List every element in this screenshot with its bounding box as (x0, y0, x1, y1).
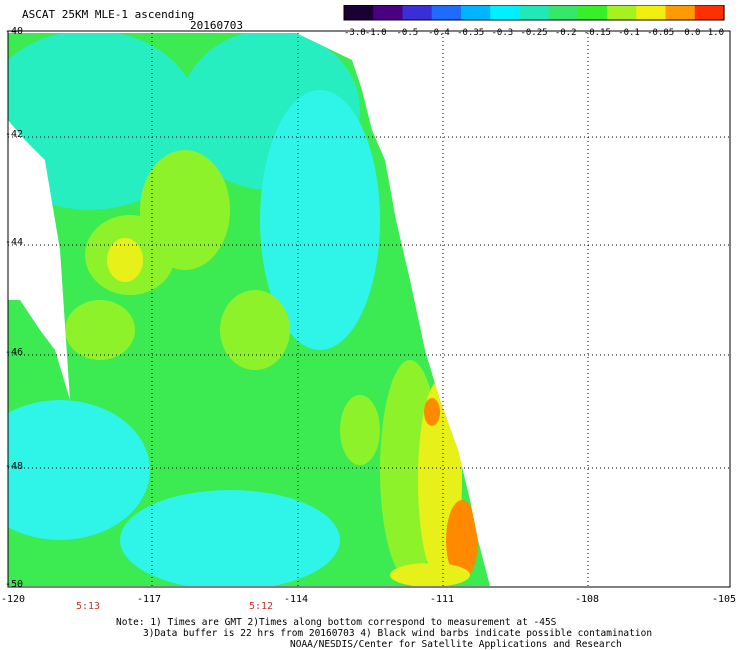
colorbar-tick-label: -0.25 (520, 28, 547, 37)
colorbar-swatch (636, 5, 667, 20)
note-line: 3)Data buffer is 22 hrs from 20160703 4)… (143, 628, 653, 639)
colorbar-tick-label: -0.1 (618, 28, 640, 37)
colorbar-graphic: -3.0 -1.0 -0.5 -0.4 -0.35 -0.3 -0.25 -0.2 -0.15-… (343, 4, 725, 38)
orange-region (446, 500, 478, 580)
x-tick-label: -120 (1, 594, 26, 605)
colorbar-swatch (607, 5, 637, 20)
colorbar-swatch (548, 5, 579, 20)
time-label: 5:13 (76, 601, 101, 612)
colorbar-swatch (577, 5, 608, 20)
time-label: 5:12 (249, 601, 274, 612)
colorbar-swatch (490, 5, 520, 20)
x-tick-label: -114 (284, 594, 309, 605)
x-tick-label: -111 (430, 594, 455, 605)
y-tick-label: -46 (5, 347, 24, 358)
colorbar-tick-label: 0.0 (684, 28, 700, 37)
colorbar-swatch (460, 5, 491, 20)
colorbar-swatch (665, 5, 696, 20)
colorbar: -3.0 -1.0 -0.5 -0.4 -0.35 -0.3 -0.25 -0.2 -0.15-… (342, 4, 726, 41)
colorbar-swatch (694, 5, 725, 20)
cyan-region (260, 90, 380, 350)
lime-region (140, 150, 230, 270)
colorbar-swatch (402, 5, 433, 20)
yellow-region (107, 238, 143, 282)
colorbar-tick-label: -3.0 (344, 28, 366, 37)
colorbar-tick-label: 1.0 (708, 28, 724, 37)
colorbar-tick-label: -0.15 (584, 28, 611, 37)
orange-region (424, 398, 440, 426)
colorbar-tick-label: -0.4 (428, 28, 450, 37)
note-line: NOAA/NESDIS/Center for Satellite Applica… (290, 639, 622, 650)
colorbar-swatch (373, 5, 404, 20)
y-tick-label: -42 (5, 129, 24, 140)
y-tick-label: -50 (5, 579, 24, 590)
colorbar-tick-label: -0.05 (647, 28, 674, 37)
cyan-region (8, 400, 150, 540)
colorbar-swatch (344, 5, 374, 20)
colorbar-frame (343, 4, 725, 21)
product-date: 20160703 (190, 19, 243, 32)
yellow-region (390, 563, 470, 586)
map-frame (7, 30, 731, 588)
product-title: ASCAT 25KM MLE-1 ascending (22, 8, 195, 21)
note-line: Note: 1) Times are GMT 2)Times along bot… (116, 617, 557, 628)
x-tick-label: -105 (712, 594, 737, 605)
colorbar-tick-label: -0.2 (555, 28, 577, 37)
colorbar-tick-label: -0.35 (457, 28, 484, 37)
cyan-region (120, 490, 340, 586)
colorbar-tick-label: -1.0 (365, 28, 387, 37)
colorbar-swatch (431, 5, 462, 20)
x-tick-label: -108 (575, 594, 600, 605)
y-tick-label: -48 (5, 461, 24, 472)
y-tick-label: -40 (5, 26, 24, 37)
y-tick-label: -44 (5, 237, 24, 248)
colorbar-tick-label: -0.3 (491, 28, 513, 37)
lime-region (65, 300, 135, 360)
colorbar-tick-label: -0.5 (396, 28, 418, 37)
colorbar-swatch (519, 5, 550, 20)
x-tick-label: -117 (137, 594, 162, 605)
lime-region (220, 290, 290, 370)
lat-lon-grid (8, 33, 730, 586)
lime-region (340, 395, 380, 465)
